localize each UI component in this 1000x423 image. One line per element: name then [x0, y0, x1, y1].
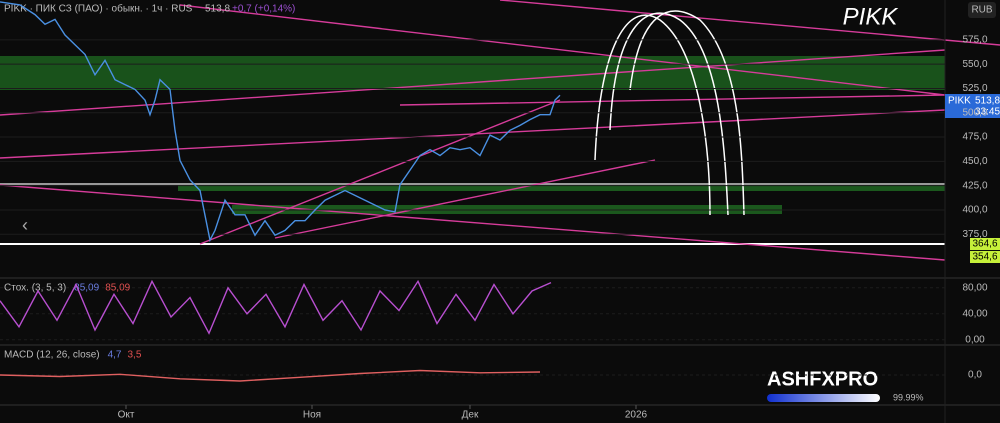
projection-arrows: [594, 10, 745, 216]
x-tick-label: 2026: [625, 410, 648, 421]
y-tick-label: 450,0: [962, 156, 987, 167]
indicator-value: 4,7: [108, 350, 122, 361]
x-tick-label: Дек: [462, 410, 479, 421]
price-badge: [945, 94, 1000, 118]
y-tick-label: 40,00: [962, 308, 987, 319]
badge-ticker: PIKK: [948, 96, 971, 107]
y-tick-label: 0,00: [965, 334, 985, 345]
brand-percent: 99.99%: [893, 392, 924, 402]
brand: ASHFXPRO: [767, 368, 878, 390]
indicator-title: MACD (12, 26, close): [4, 350, 100, 361]
y-tick-label: 550,0: [962, 59, 987, 70]
badge-timer: 33:45: [975, 107, 1000, 118]
indicator-value: 3,5: [128, 350, 142, 361]
series-line: [0, 279, 552, 335]
indicator-title: Стох. (3, 5, 3): [4, 283, 66, 294]
brand-bar: [767, 394, 880, 402]
x-tick-label: Ноя: [303, 410, 321, 421]
watermark: PIKK: [843, 3, 899, 30]
price: 513,8: [205, 4, 230, 15]
level-badge: [970, 238, 1000, 250]
y-tick-label: 575,0: [962, 34, 987, 45]
x-tick-label: Окт: [118, 410, 135, 421]
series-line: [0, 1, 561, 243]
series-line: [0, 369, 541, 382]
change: +0,7 (+0,14%): [232, 4, 295, 15]
y-tick-label: 80,00: [962, 282, 987, 293]
y-tick-label: 400,0: [962, 205, 987, 216]
y-tick-label: 0,0: [968, 370, 982, 381]
level-label: 354,6: [972, 252, 997, 263]
level-badge: [970, 251, 1000, 263]
symbol: PIKK · ПИК СЗ (ПАО) · обыкн. · 1ч · RUS: [4, 3, 193, 15]
level-label: 364,6: [972, 239, 997, 250]
y-tick-label: 500,0: [962, 107, 987, 118]
currency-box: [968, 2, 996, 18]
resistance-zone: [0, 56, 945, 90]
indicator-value: 85,09: [105, 283, 130, 294]
y-tick-label: 425,0: [962, 180, 987, 191]
currency: RUB: [971, 5, 992, 16]
indicator-value: 85,09: [74, 283, 99, 294]
y-tick-label: 475,0: [962, 132, 987, 143]
y-tick-label: 525,0: [962, 83, 987, 94]
nav-arrow[interactable]: ‹: [22, 215, 28, 235]
zone: [178, 183, 945, 191]
badge-price: 513,8: [975, 96, 1000, 107]
y-tick-label: 375,0: [962, 229, 987, 240]
trend-lines: [0, 0, 1000, 261]
